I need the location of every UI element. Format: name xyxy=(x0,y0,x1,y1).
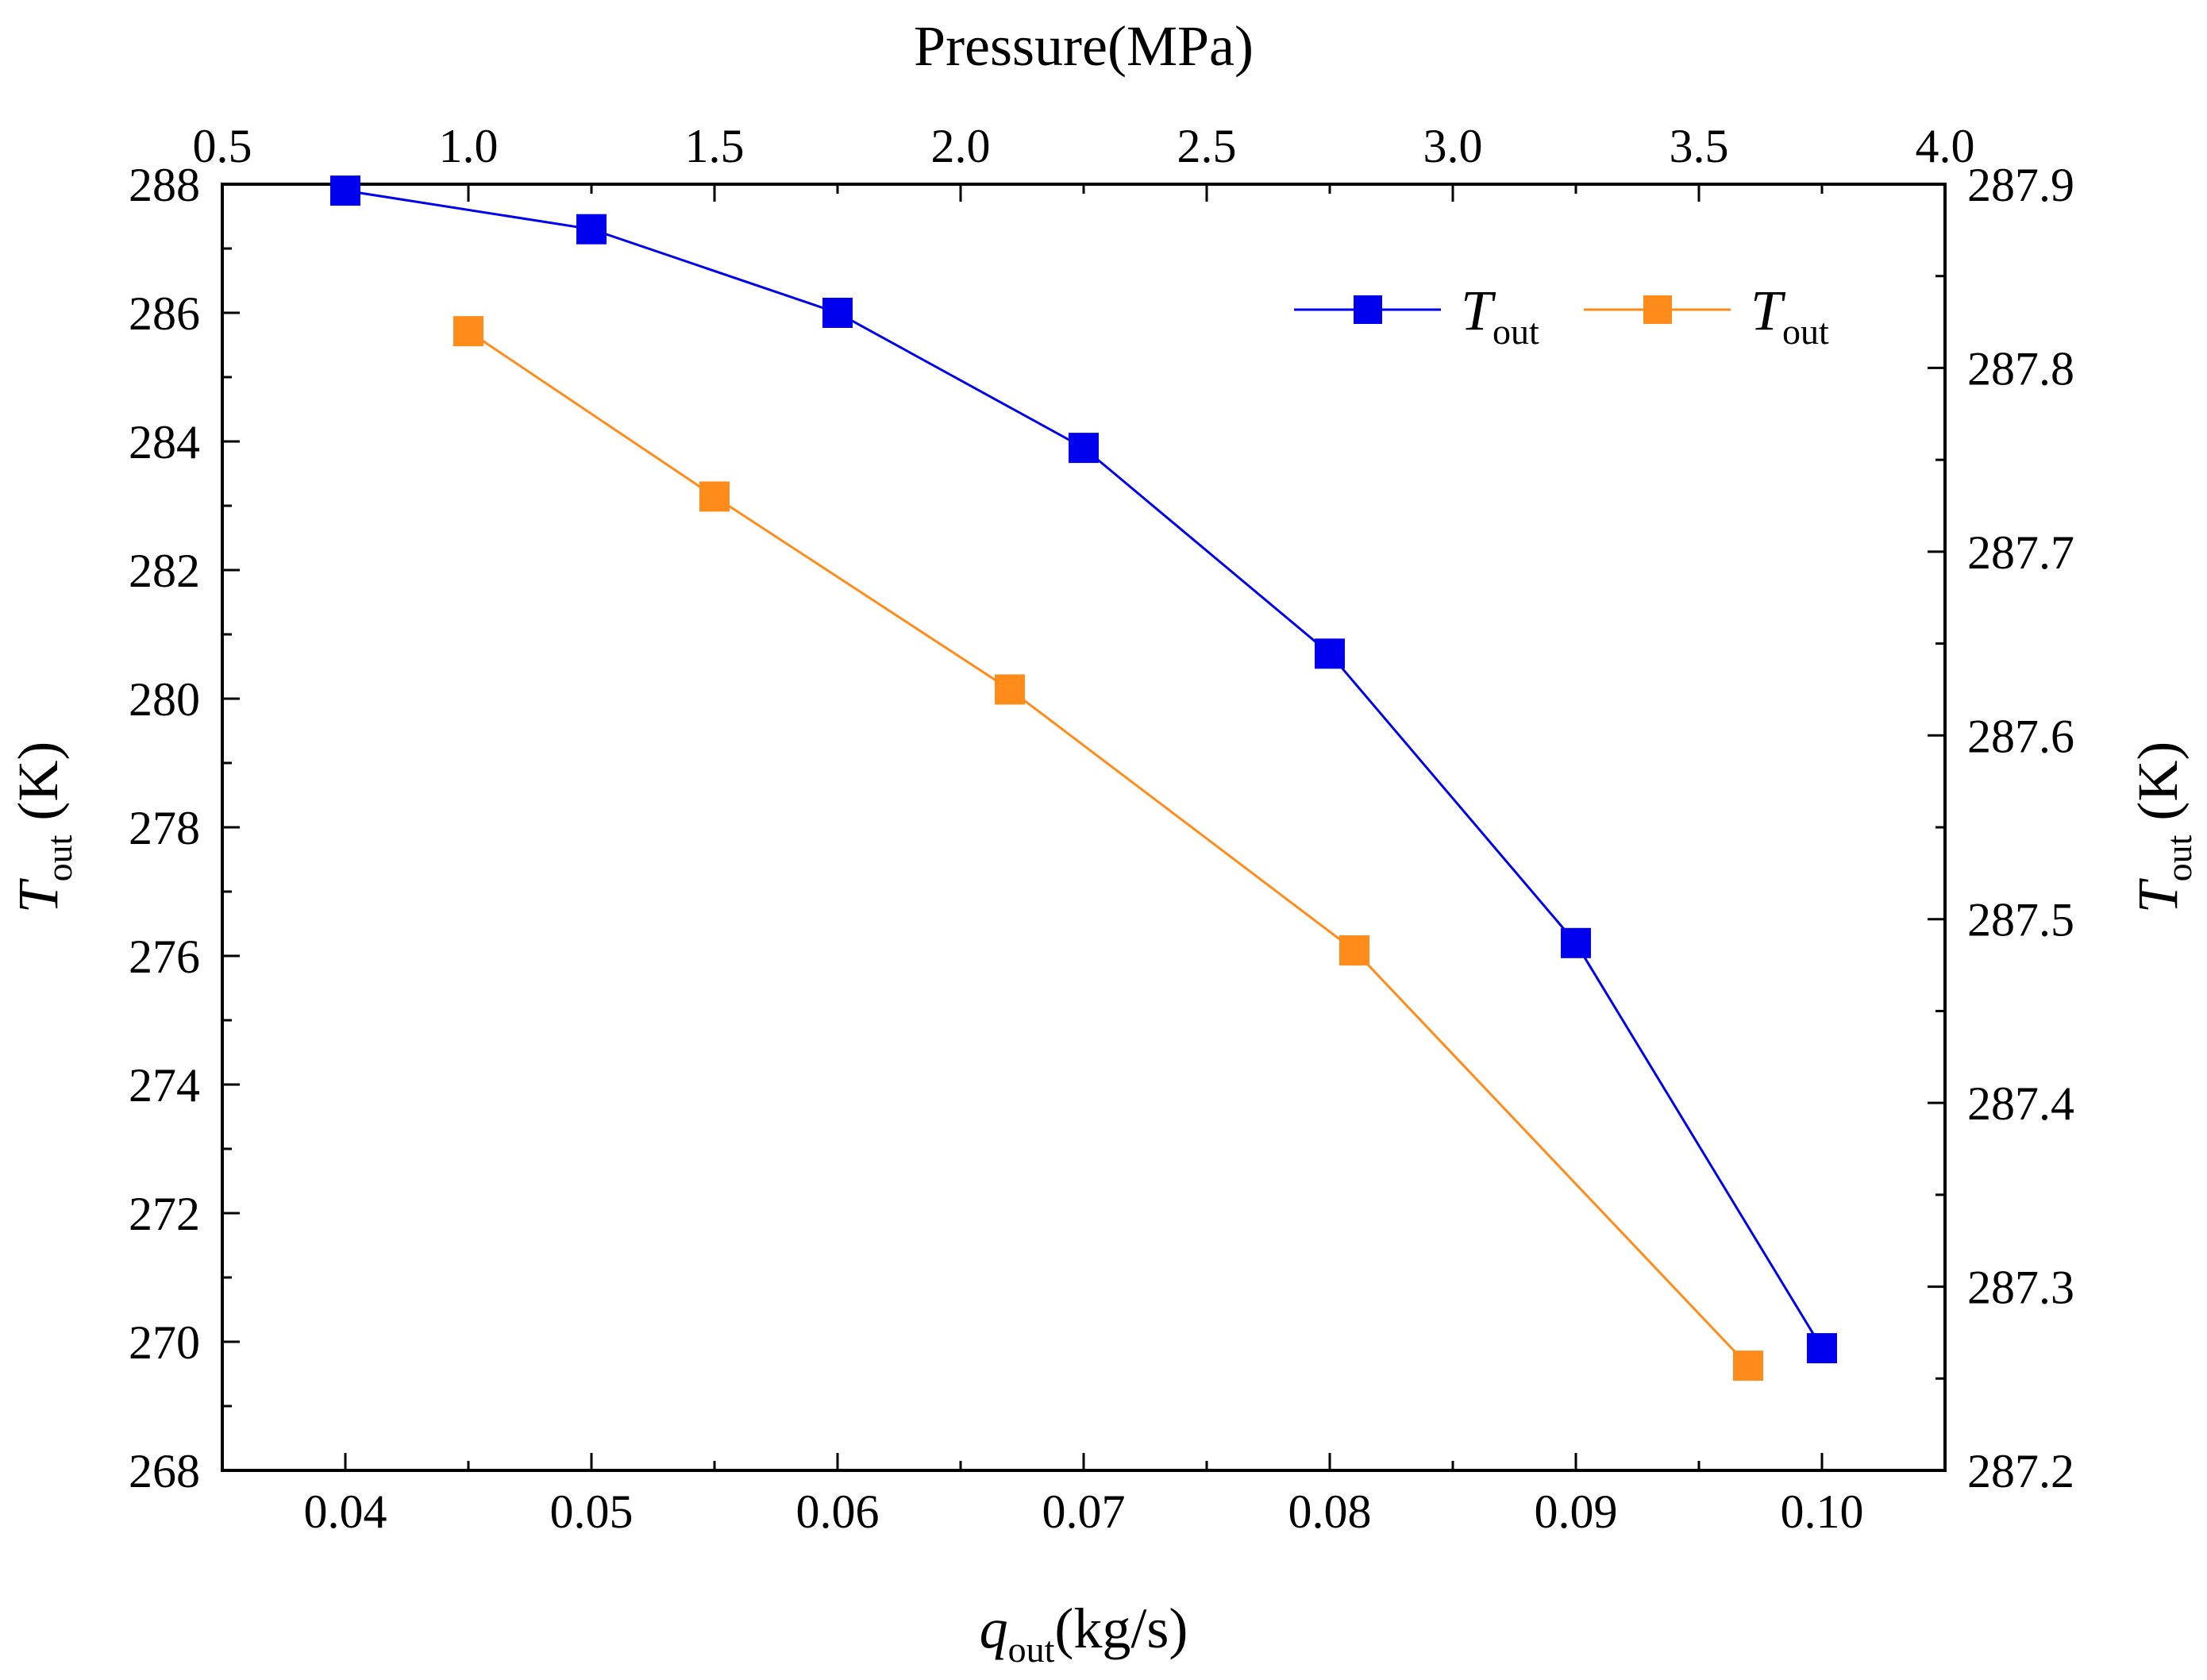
right-tick-label: 287.3 xyxy=(1967,1262,2074,1314)
series-2-point-2 xyxy=(699,481,730,512)
left-tick-label: 268 xyxy=(129,1445,200,1497)
bottom-tick-label: 0.08 xyxy=(1288,1485,1372,1538)
left-tick-label: 274 xyxy=(129,1059,200,1112)
series-1-point-6 xyxy=(1561,927,1591,958)
legend-label-series-2: Tout xyxy=(1751,279,1829,352)
ticks-layer: 0.04 0.05 0.06 0.07 0.08 0.09 0.10 0.5 1.0 1.5 2.0… xyxy=(129,120,2074,1538)
left-axis-title: Tout (K) xyxy=(6,742,79,914)
left-tick-label: 284 xyxy=(129,416,200,468)
left-tick-label: 276 xyxy=(129,931,200,983)
bottom-tick-label: 0.10 xyxy=(1781,1485,1864,1538)
left-tick-label: 282 xyxy=(129,545,200,597)
series-1-point-2 xyxy=(576,214,607,245)
legend-marker-series-1 xyxy=(1354,295,1382,324)
series-2-point-1 xyxy=(453,316,483,347)
right-tick-label: 287.5 xyxy=(1967,894,2074,946)
series-1-point-7 xyxy=(1807,1333,1837,1364)
series-1-point-1 xyxy=(330,175,360,206)
top-tick-label: 2.5 xyxy=(1177,120,1237,172)
series-1-point-4 xyxy=(1069,433,1099,464)
top-axis-title: Pressure(MPa) xyxy=(914,14,1254,78)
bottom-axis-title: qout(kg/s) xyxy=(980,1597,1188,1670)
top-tick-label: 3.0 xyxy=(1423,120,1483,172)
bottom-tick-label: 0.07 xyxy=(1042,1485,1126,1538)
right-tick-label: 287.7 xyxy=(1967,526,2074,579)
top-tick-label: 0.5 xyxy=(193,120,252,172)
top-tick-label: 1.0 xyxy=(439,120,499,172)
top-tick-label: 3.5 xyxy=(1670,120,1729,172)
bottom-tick-label: 0.09 xyxy=(1535,1485,1618,1538)
right-axis-title: Tout (K) xyxy=(2126,742,2199,914)
legend-label-series-1: Tout xyxy=(1461,279,1539,352)
left-tick-label: 270 xyxy=(129,1316,200,1369)
series-2-point-5 xyxy=(1733,1351,1763,1381)
right-tick-label: 287.6 xyxy=(1967,710,2074,762)
series-1-point-3 xyxy=(822,298,853,328)
bottom-tick-label: 0.04 xyxy=(304,1485,387,1538)
series-1-point-5 xyxy=(1315,638,1345,669)
series-1-line xyxy=(345,189,1824,1349)
series-2-point-3 xyxy=(995,674,1025,705)
plot-frame xyxy=(221,183,1947,1472)
right-tick-label: 287.4 xyxy=(1967,1077,2074,1130)
left-tick-label: 288 xyxy=(129,159,200,211)
right-tick-label: 287.8 xyxy=(1967,342,2074,395)
legend-marker-series-2 xyxy=(1643,295,1672,324)
left-tick-label: 272 xyxy=(129,1188,200,1240)
legend: Tout Tout xyxy=(1294,279,1829,352)
right-tick-label: 287.9 xyxy=(1967,159,2074,211)
left-tick-label: 280 xyxy=(129,673,200,726)
top-tick-label: 4.0 xyxy=(1916,120,1975,172)
series-2-line xyxy=(468,329,1750,1367)
bottom-tick-label: 0.05 xyxy=(550,1485,634,1538)
series-layer xyxy=(330,175,1837,1381)
left-tick-label: 286 xyxy=(129,287,200,340)
top-tick-label: 2.0 xyxy=(931,120,991,172)
bottom-tick-label: 0.06 xyxy=(796,1485,880,1538)
right-tick-label: 287.2 xyxy=(1967,1445,2074,1497)
series-2-point-4 xyxy=(1339,935,1369,966)
left-tick-label: 278 xyxy=(129,802,200,854)
top-tick-label: 1.5 xyxy=(685,120,745,172)
